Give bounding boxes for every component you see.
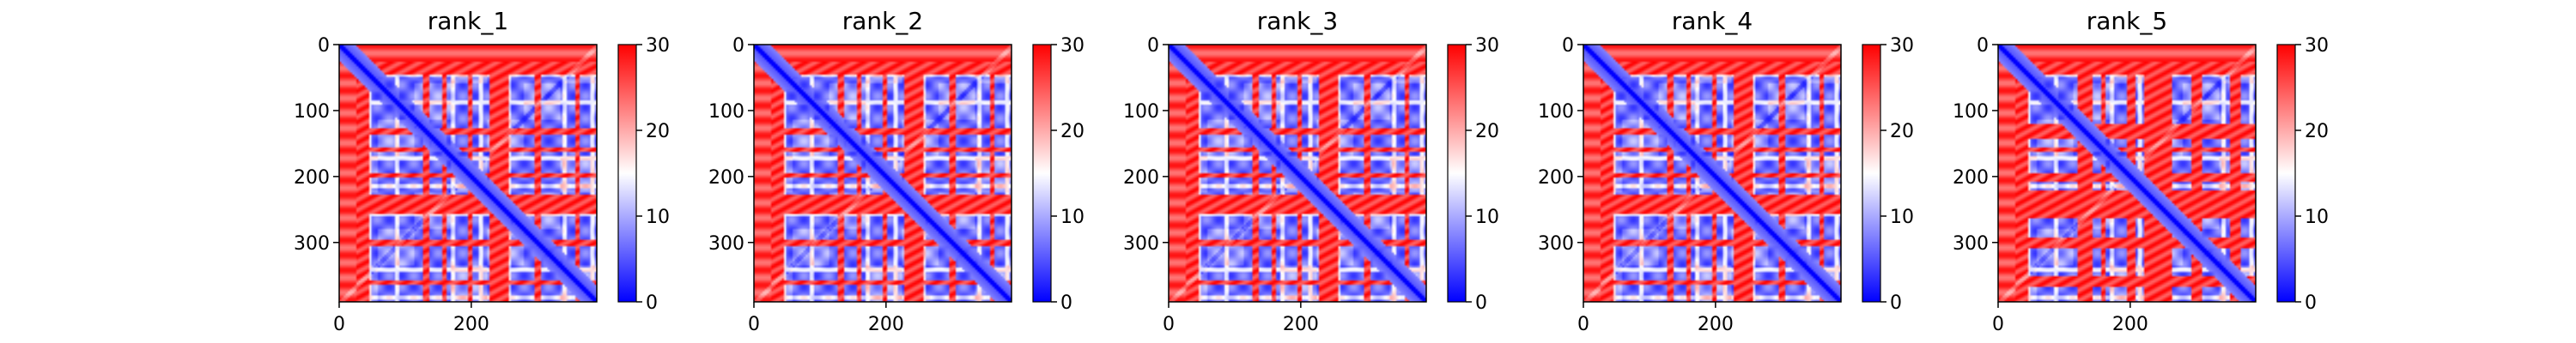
- x-tick-label: 0: [333, 314, 345, 335]
- colorbar-tick-label: 20: [646, 121, 670, 142]
- colorbar-tick-label: 10: [2305, 207, 2329, 228]
- colorbar-tick-label: 30: [1060, 35, 1084, 57]
- y-tick-label: 100: [1953, 101, 1989, 123]
- panel-title: rank_3: [1257, 7, 1338, 35]
- panel-title: rank_1: [428, 7, 508, 35]
- y-tick-label: 200: [1538, 167, 1574, 189]
- colorbar-tick-label: 10: [1060, 207, 1084, 228]
- colorbar-tick-label: 0: [1060, 292, 1072, 314]
- y-tick-label: 0: [1977, 35, 1989, 57]
- heatmap-panel-5: rank_5 0 100 200 300 0 200 0 10 20 30: [1953, 7, 2329, 335]
- heatmap-image: [1583, 45, 1841, 302]
- heatmap-panel-3: rank_3 0 100 200 300 0 200 0 10 20 30: [1123, 7, 1499, 335]
- colorbar-tick-label: 0: [2305, 292, 2317, 314]
- heatmap-image: [1998, 45, 2256, 302]
- y-tick-label: 300: [1123, 233, 1159, 255]
- y-tick-label: 300: [294, 233, 330, 255]
- y-tick-label: 0: [1147, 35, 1159, 57]
- colorbar-tick-label: 0: [1475, 292, 1487, 314]
- colorbar: [1447, 44, 1467, 303]
- colorbar: [1032, 44, 1052, 303]
- y-tick-label: 100: [708, 101, 744, 123]
- colorbar-tick-label: 20: [1890, 121, 1914, 142]
- y-tick-label: 200: [294, 167, 330, 189]
- colorbar: [2276, 44, 2296, 303]
- colorbar-tick-label: 30: [1890, 35, 1914, 57]
- heatmap-panel-4: rank_4 0 100 200 300 0 200 0 10 20 30: [1538, 7, 1914, 335]
- y-tick-label: 300: [1953, 233, 1989, 255]
- y-tick-label: 200: [1123, 167, 1159, 189]
- axes-frame: [1583, 44, 1842, 303]
- colorbar-tick-label: 30: [1475, 35, 1499, 57]
- x-tick-label: 200: [868, 314, 904, 335]
- axes-frame: [1168, 44, 1427, 303]
- colorbar-tick-label: 20: [2305, 121, 2329, 142]
- y-tick-label: 0: [1562, 35, 1574, 57]
- y-tick-label: 300: [1538, 233, 1574, 255]
- colorbar-tick-label: 30: [646, 35, 670, 57]
- colorbar: [1862, 44, 1881, 303]
- y-tick-label: 100: [294, 101, 330, 123]
- colorbar: [617, 44, 637, 303]
- axes-frame: [1997, 44, 2257, 303]
- panel-title: rank_4: [1672, 7, 1753, 35]
- y-tick-label: 200: [708, 167, 744, 189]
- x-tick-label: 0: [1163, 314, 1175, 335]
- colorbar-tick-label: 0: [646, 292, 658, 314]
- axes-frame: [753, 44, 1012, 303]
- colorbar-tick-label: 10: [1475, 207, 1499, 228]
- colorbar-tick-label: 10: [646, 207, 670, 228]
- x-tick-label: 0: [1577, 314, 1589, 335]
- x-tick-label: 200: [2112, 314, 2148, 335]
- colorbar-tick-label: 30: [2305, 35, 2329, 57]
- y-tick-label: 300: [708, 233, 744, 255]
- colorbar-tick-label: 20: [1475, 121, 1499, 142]
- panel-title: rank_5: [2087, 7, 2167, 35]
- x-tick-label: 200: [1698, 314, 1734, 335]
- colorbar-tick-label: 0: [1890, 292, 1902, 314]
- y-tick-label: 100: [1123, 101, 1159, 123]
- colorbar-tick-label: 10: [1890, 207, 1914, 228]
- panel-title: rank_2: [842, 7, 923, 35]
- x-tick-label: 200: [453, 314, 489, 335]
- y-tick-label: 0: [732, 35, 744, 57]
- y-tick-label: 100: [1538, 101, 1574, 123]
- heatmap-panel-1: rank_1 0 100 200 300 0 200 0 10 20 30: [294, 7, 670, 335]
- y-tick-label: 200: [1953, 167, 1989, 189]
- axes-frame: [338, 44, 598, 303]
- heatmap-image: [1169, 45, 1426, 302]
- y-tick-label: 0: [318, 35, 330, 57]
- x-tick-label: 0: [1992, 314, 2004, 335]
- heatmap-image: [754, 45, 1012, 302]
- heatmap-image: [339, 45, 597, 302]
- heatmap-panel-2: rank_2 0 100 200 300 0 200 0 10 20 30: [708, 7, 1084, 335]
- x-tick-label: 0: [748, 314, 760, 335]
- x-tick-label: 200: [1283, 314, 1319, 335]
- colorbar-tick-label: 20: [1060, 121, 1084, 142]
